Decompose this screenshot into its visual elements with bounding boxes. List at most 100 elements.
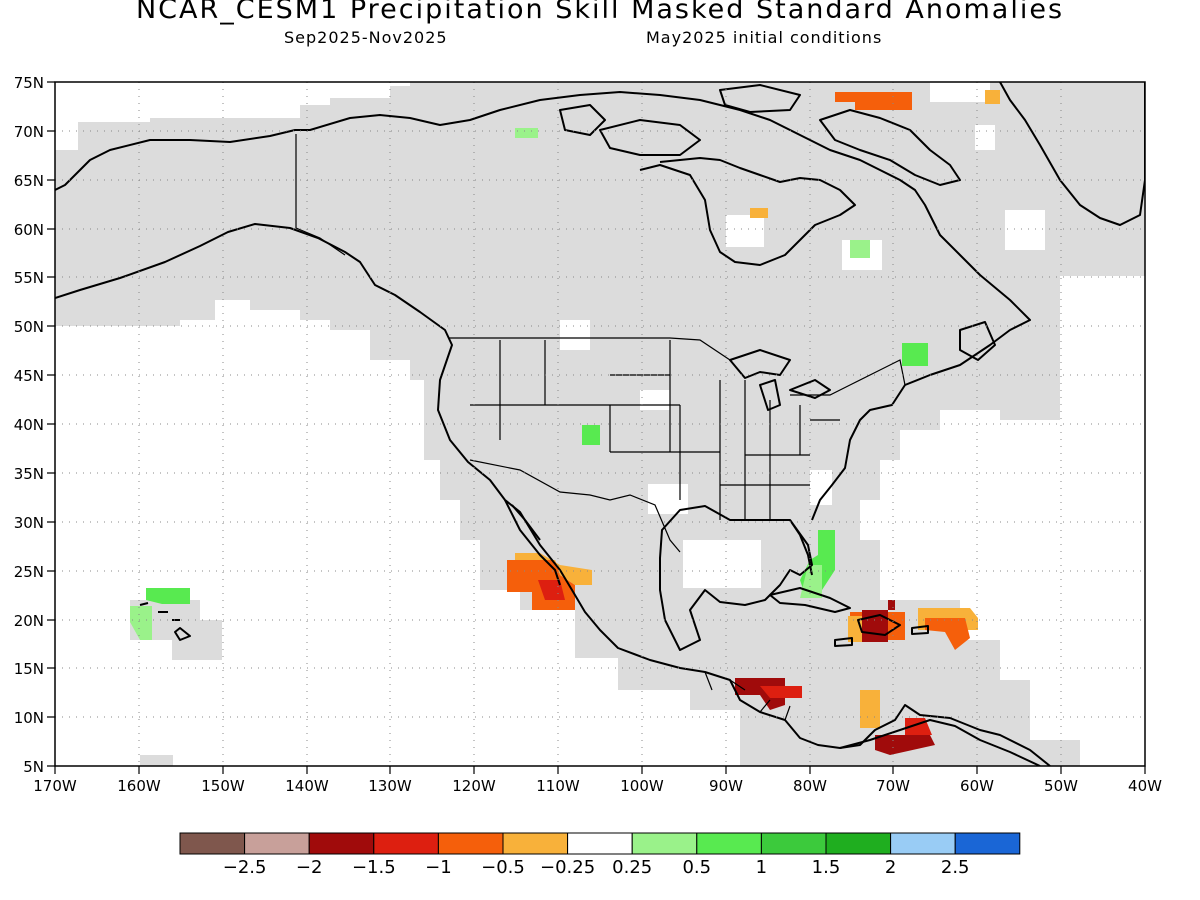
colorbar-swatch (179, 832, 246, 855)
lon-label: 160W (117, 777, 161, 795)
colorbar-swatch (954, 832, 1021, 855)
colorbar-label: −0.25 (540, 857, 595, 878)
anomaly-sam-red (875, 735, 935, 755)
coastline-banks-island (559, 104, 606, 136)
colorbar-swatch (373, 832, 439, 855)
coastline-newfoundland (959, 321, 996, 361)
ocean-mask-patch (140, 755, 173, 766)
latitude-labels: 75N 70N 65N 60N 55N 50N 45N 40N 35N 30N … (14, 74, 44, 776)
colorbar-swatch (244, 832, 310, 855)
coastline-victoria-island (599, 119, 701, 156)
colorbar-swatch (308, 832, 375, 855)
colorbar-label: 0.5 (682, 857, 711, 878)
anomaly-greenland-yellow (985, 90, 1000, 104)
lon-label: 40W (1128, 777, 1162, 795)
coastline-baffin-island (819, 109, 961, 186)
colorbar-swatch (825, 832, 892, 855)
colorbar-swatch (567, 832, 633, 855)
colorbar-label: −2.5 (223, 857, 267, 878)
lat-label: 35N (14, 465, 44, 483)
colorbar-label: 1.5 (812, 857, 841, 878)
colorbar-swatch (696, 832, 762, 855)
lat-label: 10N (14, 709, 44, 727)
lon-label: 60W (960, 777, 994, 795)
coastline-hudson-bay (639, 157, 856, 266)
coastline-south-america (839, 704, 1051, 766)
coastline-hawaii (139, 602, 191, 641)
anomaly-cenam-orange (760, 686, 802, 698)
lon-label: 130W (368, 777, 412, 795)
border-us-canada (448, 337, 906, 396)
lon-label: 140W (285, 777, 329, 795)
colorbar-label: −2 (296, 857, 323, 878)
lat-label: 50N (14, 318, 44, 336)
longitude-labels: 170W 160W 150W 140W 130W 120W 110W 100W … (33, 777, 1162, 795)
border-alaska-canada (295, 134, 346, 256)
anomaly-colorado-green (582, 425, 600, 445)
mask-holes (560, 82, 1045, 588)
lon-label: 50W (1044, 777, 1078, 795)
lat-label: 75N (14, 74, 44, 92)
anomaly-labrador-green (850, 240, 870, 258)
colorbar-label: −1 (425, 857, 452, 878)
lon-label: 90W (709, 777, 743, 795)
coastline-greenland (999, 82, 1145, 226)
anomaly-hawaii-lightgreen (130, 606, 152, 640)
map-title: NCAR_CESM1 Precipitation Skill Masked St… (135, 0, 1065, 25)
anomaly-quebec-green (902, 343, 928, 366)
tick-marks (47, 81, 1146, 774)
lat-label: 25N (14, 563, 44, 581)
coastline-jamaica (834, 637, 853, 647)
colorbar: −2.5 −2 −1.5 −1 −0.5 −0.25 0.25 0.5 1 1.5 2 2.5 (179, 832, 1021, 878)
colorbar-label: 2 (885, 857, 896, 878)
border-layer (295, 134, 906, 721)
anomaly-baja-yellow (515, 553, 592, 585)
coastline-cuba (769, 587, 851, 613)
coastline-puerto-rico (911, 625, 929, 635)
lon-label: 80W (793, 777, 827, 795)
lon-label: 150W (201, 777, 245, 795)
lat-label: 5N (23, 758, 44, 776)
lat-label: 55N (14, 269, 44, 287)
lat-label: 20N (14, 612, 44, 630)
coastline-gulf-of-mexico (659, 505, 813, 651)
border-us-mexico (469, 459, 681, 553)
lat-label: 45N (14, 367, 44, 385)
anomaly-hawaii-green (146, 588, 190, 604)
forecast-period: Sep2025-Nov2025 (284, 28, 448, 47)
lat-label: 30N (14, 514, 44, 532)
colorbar-label: −0.5 (481, 857, 525, 878)
lon-label: 100W (620, 777, 664, 795)
coastline-hispaniola (857, 614, 901, 636)
coastline-north-america-west (55, 223, 1041, 766)
initial-conditions: May2025 initial conditions (646, 28, 883, 47)
lat-label: 15N (14, 660, 44, 678)
lat-label: 60N (14, 221, 44, 239)
border-central-america (704, 671, 791, 721)
colorbar-swatch (502, 832, 569, 855)
anomaly-hispaniola-red (862, 600, 895, 642)
colorbar-swatch (760, 832, 827, 855)
colorbar-label: 2.5 (941, 857, 970, 878)
anomaly-leeward-orange (925, 618, 970, 650)
colorbar-label: 1 (756, 857, 767, 878)
colorbar-swatch (631, 832, 698, 855)
anomaly-sam-yellow (860, 690, 880, 728)
border-us-states (470, 340, 840, 520)
anomaly-alaska-lightgreen (515, 128, 538, 138)
lat-label: 70N (14, 123, 44, 141)
lon-label: 120W (452, 777, 496, 795)
anomaly-baja-red (538, 580, 565, 600)
lon-label: 170W (33, 777, 77, 795)
colorbar-label: 0.25 (612, 857, 652, 878)
colorbar-swatch (890, 832, 956, 855)
skill-mask-layer (55, 82, 1145, 766)
lon-label: 70W (876, 777, 910, 795)
coastline-ellesmere (719, 84, 801, 113)
lon-label: 110W (536, 777, 580, 795)
coastline-baja-california (504, 499, 561, 586)
anomaly-baffin-yellow (750, 208, 768, 218)
colorbar-swatch (437, 832, 504, 855)
colorbar-label: −1.5 (352, 857, 396, 878)
